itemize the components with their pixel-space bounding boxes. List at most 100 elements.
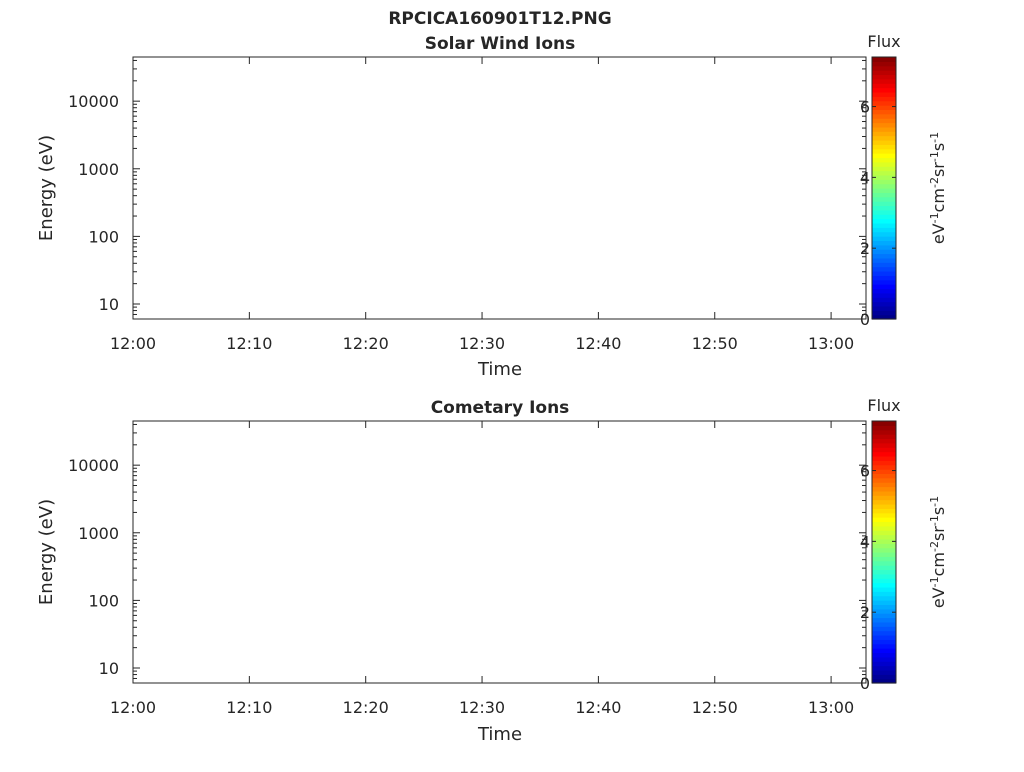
colorbar-segment bbox=[872, 122, 896, 128]
colorbar-segment bbox=[872, 249, 896, 255]
colorbar-segment bbox=[872, 192, 896, 198]
colorbar-segment bbox=[872, 161, 896, 167]
y-tick-label: 10 bbox=[99, 295, 119, 314]
main-title: RPCICA160901T12.PNG bbox=[388, 9, 611, 29]
colorbar-segment bbox=[872, 621, 896, 627]
colorbar-segment bbox=[872, 643, 896, 649]
y-tick-label: 10000 bbox=[68, 92, 119, 111]
colorbar-segment bbox=[872, 109, 896, 115]
colorbar-segment bbox=[872, 166, 896, 172]
y-tick-label: 100 bbox=[88, 227, 119, 246]
x-tick-label: 12:30 bbox=[459, 334, 505, 353]
solar-wind-panel: Solar Wind Ions 10 100 1000 10000 12:00 12:1… bbox=[36, 32, 948, 380]
colorbar-segment bbox=[872, 270, 896, 276]
colorbar-segment bbox=[872, 534, 896, 540]
colorbar-segment bbox=[872, 279, 896, 285]
colorbar-tick-label: 2 bbox=[860, 239, 870, 258]
colorbar-segment bbox=[872, 556, 896, 562]
colorbar-segment bbox=[872, 236, 896, 241]
colorbar-segment bbox=[872, 57, 896, 62]
colorbar-segment bbox=[872, 144, 896, 150]
colorbar-title: Flux bbox=[867, 396, 900, 415]
y-ticks: 10 100 1000 10000 bbox=[68, 423, 866, 684]
colorbar-frame bbox=[871, 56, 897, 320]
x-tick-label: 12:10 bbox=[226, 698, 272, 717]
colorbar-segment bbox=[872, 499, 896, 505]
colorbar-segment bbox=[872, 608, 896, 614]
colorbar-segment bbox=[872, 297, 896, 303]
colorbar-segment bbox=[872, 244, 896, 250]
colorbar-segment bbox=[872, 91, 896, 97]
colorbar-segment bbox=[872, 442, 896, 448]
colorbar-segment bbox=[872, 434, 896, 440]
colorbar-segment bbox=[872, 600, 896, 605]
y-tick-label: 10 bbox=[99, 659, 119, 678]
colorbar-segment bbox=[872, 305, 896, 311]
colorbar-segment bbox=[872, 477, 896, 483]
colorbar-segment bbox=[872, 538, 896, 544]
colorbar-segment bbox=[872, 560, 896, 566]
colorbar-segment bbox=[872, 486, 896, 492]
colorbar-segment bbox=[872, 569, 896, 575]
colorbar-segment bbox=[872, 310, 896, 316]
colorbar-segment bbox=[872, 565, 896, 571]
colorbar-segment bbox=[872, 626, 896, 632]
colorbar-segment bbox=[872, 288, 896, 294]
colorbar-segment bbox=[872, 678, 896, 684]
x-tick-label: 12:40 bbox=[575, 334, 621, 353]
colorbar-segment bbox=[872, 547, 896, 553]
colorbar: 0 2 4 6 bbox=[860, 420, 897, 693]
colorbar-segment bbox=[872, 65, 896, 71]
colorbar-segment bbox=[872, 447, 896, 453]
colorbar-segment bbox=[872, 157, 896, 163]
colorbar-segment bbox=[872, 170, 896, 176]
colorbar-segment bbox=[872, 275, 896, 281]
colorbar-segment bbox=[872, 214, 896, 220]
colorbar-title: Flux bbox=[867, 32, 900, 51]
y-axis-label: Energy (eV) bbox=[36, 499, 57, 605]
colorbar-segment bbox=[872, 469, 896, 474]
colorbar-segment bbox=[872, 525, 896, 531]
colorbar-segment bbox=[872, 83, 896, 89]
colorbar-label: eV-1cm-2sr-1s-1 bbox=[928, 132, 948, 244]
colorbar-segment bbox=[872, 482, 896, 488]
colorbar-segment bbox=[872, 105, 896, 110]
colorbar-segment bbox=[872, 630, 896, 636]
colorbar-segment bbox=[872, 126, 896, 132]
colorbar-segment bbox=[872, 586, 896, 592]
colorbar-segment bbox=[872, 118, 896, 124]
x-ticks: 12:00 12:10 12:20 12:30 12:40 12:50 13:00 bbox=[110, 421, 854, 717]
colorbar-segment bbox=[872, 613, 896, 619]
colorbar-tick-label: 4 bbox=[860, 532, 870, 551]
colorbar-segment bbox=[872, 188, 896, 193]
x-tick-label: 13:00 bbox=[808, 334, 854, 353]
colorbar-frame bbox=[871, 420, 897, 684]
colorbar-segment bbox=[872, 87, 896, 93]
colorbar-segment bbox=[872, 183, 896, 189]
plot-frame bbox=[132, 56, 867, 320]
y-ticks: 10 100 1000 10000 bbox=[68, 59, 866, 320]
colorbar-segment bbox=[872, 292, 896, 298]
x-tick-label: 12:00 bbox=[110, 334, 156, 353]
colorbar-segment bbox=[872, 201, 896, 207]
colorbar-segment bbox=[872, 218, 896, 224]
colorbar-segment bbox=[872, 284, 896, 290]
colorbar-segment bbox=[872, 674, 896, 680]
colorbar-segment bbox=[872, 595, 896, 601]
x-axis-label: Time bbox=[477, 724, 522, 745]
x-tick-label: 12:20 bbox=[343, 698, 389, 717]
colorbar-segment bbox=[872, 495, 896, 501]
colorbar-segment bbox=[872, 451, 896, 457]
colorbar-tick-label: 4 bbox=[860, 168, 870, 187]
colorbar-segment bbox=[872, 473, 896, 479]
colorbar-segment bbox=[872, 74, 896, 80]
y-tick-label: 10000 bbox=[68, 456, 119, 475]
colorbar-segment bbox=[872, 503, 896, 509]
panel-title: Cometary Ions bbox=[431, 398, 570, 418]
colorbar-tick-label: 0 bbox=[860, 674, 870, 693]
colorbar-segment bbox=[872, 490, 896, 496]
colorbar-segment bbox=[872, 665, 896, 671]
colorbar-segment bbox=[872, 179, 896, 185]
colorbar-segment bbox=[872, 543, 896, 549]
